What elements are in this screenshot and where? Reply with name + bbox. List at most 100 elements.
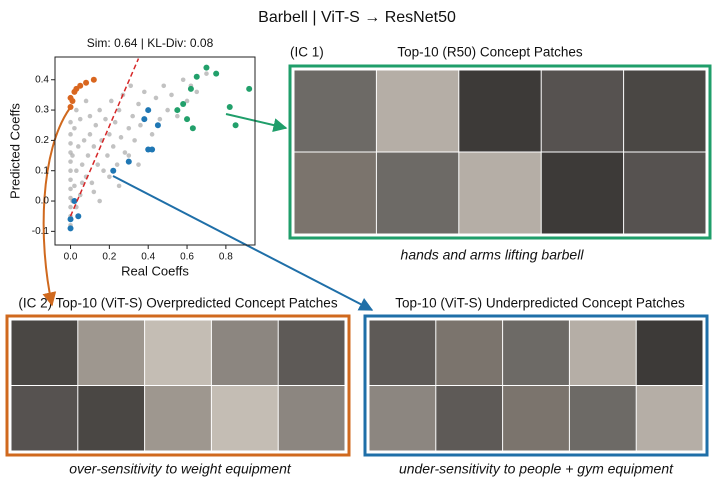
- y-tick-label: 0.2: [35, 135, 49, 146]
- y-tick-label: 0.1: [35, 165, 49, 176]
- data-point: [204, 71, 209, 76]
- data-point: [126, 125, 132, 131]
- data-point: [126, 153, 132, 158]
- data-point: [110, 144, 116, 149]
- data-point: [79, 162, 85, 167]
- data-point: [68, 119, 73, 125]
- data-point: [83, 79, 90, 86]
- data-point: [72, 183, 77, 189]
- image-patch: [145, 386, 211, 451]
- data-point: [68, 132, 73, 137]
- data-point: [180, 101, 187, 107]
- data-point: [246, 85, 253, 92]
- data-point: [77, 116, 83, 122]
- data-point: [77, 82, 84, 89]
- data-point: [90, 76, 97, 83]
- data-point: [95, 162, 101, 167]
- panel-caption: hands and arms lifting barbell: [401, 247, 585, 263]
- image-patch: [294, 70, 376, 152]
- data-point: [157, 116, 163, 122]
- data-point: [141, 116, 148, 123]
- image-patch: [459, 70, 541, 152]
- x-tick-label: 0.0: [64, 252, 78, 263]
- data-point: [68, 159, 73, 164]
- data-point: [132, 138, 137, 143]
- panel-caption: over-sensitivity to weight equipment: [69, 461, 292, 477]
- image-patch: [436, 320, 503, 385]
- data-point: [114, 162, 120, 167]
- data-point: [67, 104, 74, 111]
- data-point: [122, 150, 128, 155]
- data-point: [142, 89, 147, 95]
- fit-line: [69, 58, 140, 217]
- x-tick-label: 0.4: [141, 252, 155, 263]
- image-patch: [211, 320, 278, 385]
- image-patch: [503, 386, 569, 451]
- data-point: [118, 135, 124, 140]
- data-point: [87, 113, 93, 119]
- data-point: [125, 158, 132, 165]
- data-point: [68, 141, 73, 146]
- data-point: [232, 122, 239, 129]
- y-tick-label: 0.0: [35, 196, 49, 207]
- y-tick-label: 0.3: [35, 105, 49, 116]
- panel-border: [5, 314, 351, 457]
- data-point: [169, 92, 174, 98]
- image-patch: [541, 152, 624, 234]
- data-point: [112, 119, 118, 125]
- image-patch: [78, 386, 145, 451]
- data-point: [101, 168, 106, 174]
- data-point: [107, 174, 112, 180]
- image-patch: [636, 386, 703, 451]
- image-patch: [624, 70, 706, 152]
- image-patch: [541, 70, 624, 152]
- image-patch: [145, 320, 211, 385]
- y-tick-label: -0.1: [32, 226, 50, 237]
- data-point: [161, 83, 167, 89]
- figure-title: Barbell | ViT-S → ResNet50: [258, 9, 456, 26]
- data-point: [68, 204, 73, 210]
- data-point: [130, 113, 135, 119]
- data-point: [71, 198, 78, 205]
- image-patch: [78, 320, 145, 385]
- data-point: [116, 107, 122, 113]
- data-point: [103, 116, 108, 122]
- data-point: [110, 167, 117, 174]
- data-point: [91, 189, 97, 195]
- data-point: [74, 107, 79, 113]
- data-point: [194, 89, 200, 95]
- image-patch: [11, 320, 78, 385]
- arrow: [42, 107, 71, 307]
- subtitle: Sim: 0.64 | KL-Div: 0.08: [87, 36, 214, 50]
- image-patch: [376, 152, 459, 234]
- data-point: [136, 101, 141, 107]
- data-point: [67, 216, 74, 223]
- data-point: [116, 183, 122, 189]
- data-point: [105, 153, 110, 158]
- image-patch: [278, 386, 345, 451]
- data-point: [76, 144, 81, 149]
- data-point: [175, 113, 180, 119]
- x-axis-label: Real Coeffs: [121, 263, 189, 278]
- image-patch: [11, 386, 78, 451]
- image-patch: [369, 320, 436, 385]
- x-tick-label: 0.6: [180, 252, 194, 263]
- data-point: [75, 213, 82, 220]
- data-point: [187, 85, 194, 92]
- image-patch: [569, 386, 636, 451]
- image-patch: [211, 386, 278, 451]
- image-patch: [636, 320, 703, 385]
- image-patch: [436, 386, 503, 451]
- data-point: [128, 83, 134, 89]
- data-point: [149, 132, 155, 137]
- image-patch: [459, 152, 541, 234]
- data-point: [97, 107, 102, 113]
- data-point: [68, 177, 73, 183]
- image-patch: [278, 320, 345, 385]
- data-point: [91, 144, 97, 149]
- image-patch: [624, 152, 706, 234]
- data-point: [81, 138, 87, 143]
- image-patch: [569, 320, 636, 385]
- data-point: [79, 180, 85, 186]
